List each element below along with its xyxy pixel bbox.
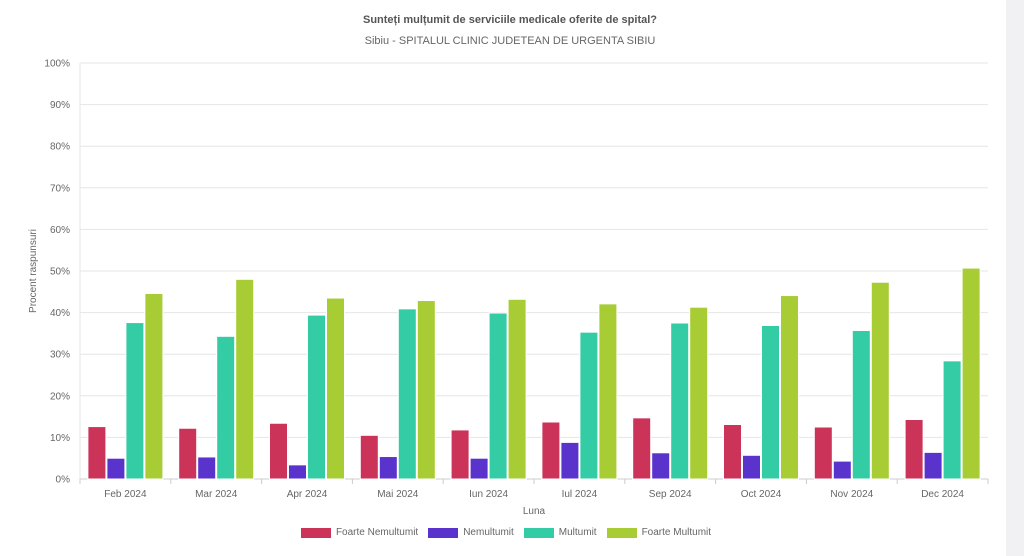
legend-label: Foarte Nemultumit	[335, 527, 419, 538]
legend-label: Foarte Multumit	[641, 527, 712, 538]
x-tick-label: Mai 2024	[377, 489, 419, 500]
bar-nemultumit	[288, 464, 307, 480]
bar-multumit	[851, 329, 871, 480]
x-tick-label: Iun 2024	[469, 489, 508, 500]
y-tick-label: 80%	[50, 142, 70, 153]
x-tick-label: Feb 2024	[104, 489, 147, 500]
bar-nemultumit	[560, 441, 580, 480]
y-axis-label: Procent raspunsuri	[28, 229, 39, 313]
y-tick-label: 20%	[50, 391, 70, 402]
x-axis-label: Luna	[523, 506, 546, 517]
legend-swatch	[523, 527, 554, 538]
bar-nemultumit	[651, 452, 671, 480]
y-tick-label: 100%	[44, 59, 70, 70]
legend-item[interactable]: Foarte Multumit	[606, 527, 712, 538]
bar-multumit	[942, 360, 962, 480]
y-tick-label: 10%	[50, 433, 70, 444]
bar-multumit	[125, 322, 145, 480]
y-tick-label: 90%	[50, 100, 70, 111]
bar-foarte-nemultumit	[450, 429, 470, 480]
bar-multumit	[670, 322, 690, 480]
bar-foarte-multumit	[689, 306, 709, 480]
bar-foarte-multumit	[598, 303, 618, 480]
bar-foarte-multumit	[144, 292, 164, 480]
y-tick-label: 60%	[50, 225, 70, 236]
y-tick-label: 70%	[50, 183, 70, 194]
y-tick-label: 50%	[50, 267, 70, 278]
bar-nemultumit	[832, 460, 852, 480]
bar-multumit	[216, 335, 236, 480]
bar-foarte-multumit	[870, 281, 890, 480]
legend-swatch	[606, 527, 637, 538]
bar-nemultumit	[378, 456, 398, 480]
bar-multumit	[488, 312, 508, 480]
bar-foarte-nemultumit	[359, 434, 379, 480]
x-tick-label: Oct 2024	[741, 489, 782, 500]
bar-foarte-nemultumit	[813, 426, 833, 480]
bar-foarte-multumit	[507, 298, 527, 480]
legend-label: Nemultumit	[463, 527, 514, 538]
bar-foarte-nemultumit	[541, 421, 561, 480]
bar-multumit	[397, 308, 417, 480]
y-tick-label: 0%	[56, 475, 71, 486]
x-tick-label: Sep 2024	[649, 489, 692, 500]
bar-foarte-nemultumit	[269, 422, 288, 480]
bar-nemultumit	[197, 456, 217, 480]
bar-foarte-nemultumit	[87, 426, 107, 480]
x-tick-label: Mar 2024	[195, 489, 238, 500]
legend-item[interactable]: Multumit	[523, 527, 597, 538]
x-tick-label: Dec 2024	[921, 489, 964, 500]
legend: Foarte Nemultumit Nemultumit Multumit Foart…	[0, 527, 1012, 538]
bar-foarte-nemultumit	[904, 419, 924, 480]
bar-foarte-multumit	[235, 278, 255, 480]
bar-foarte-nemultumit	[632, 417, 652, 480]
bar-nemultumit	[106, 457, 126, 480]
bar-foarte-nemultumit	[723, 424, 742, 480]
legend-item[interactable]: Nemultumit	[428, 527, 514, 538]
bar-foarte-multumit	[961, 267, 981, 480]
bar-multumit	[761, 324, 780, 480]
bar-foarte-nemultumit	[178, 427, 198, 480]
legend-label: Multumit	[558, 527, 597, 538]
bar-foarte-multumit	[416, 300, 436, 480]
chart-subtitle: Sibiu - SPITALUL CLINIC JUDETEAN DE URGE…	[364, 35, 656, 47]
y-tick-label: 30%	[50, 350, 70, 361]
bar-multumit	[307, 314, 326, 480]
bar-foarte-multumit	[326, 297, 345, 480]
bar-foarte-multumit	[780, 295, 799, 480]
bar-nemultumit	[469, 457, 489, 480]
y-tick-label: 40%	[50, 308, 70, 319]
bar-nemultumit	[923, 451, 943, 480]
legend-swatch	[428, 527, 459, 538]
x-tick-label: Apr 2024	[287, 489, 328, 500]
legend-item[interactable]: Foarte Nemultumit	[300, 527, 419, 538]
bar-nemultumit	[742, 454, 761, 480]
chart-title: Sunteți mulțumit de serviciile medicale …	[362, 14, 658, 26]
bar-multumit	[579, 331, 599, 480]
x-tick-label: Nov 2024	[830, 489, 873, 500]
x-tick-label: Iul 2024	[562, 489, 598, 500]
legend-swatch	[300, 527, 331, 538]
